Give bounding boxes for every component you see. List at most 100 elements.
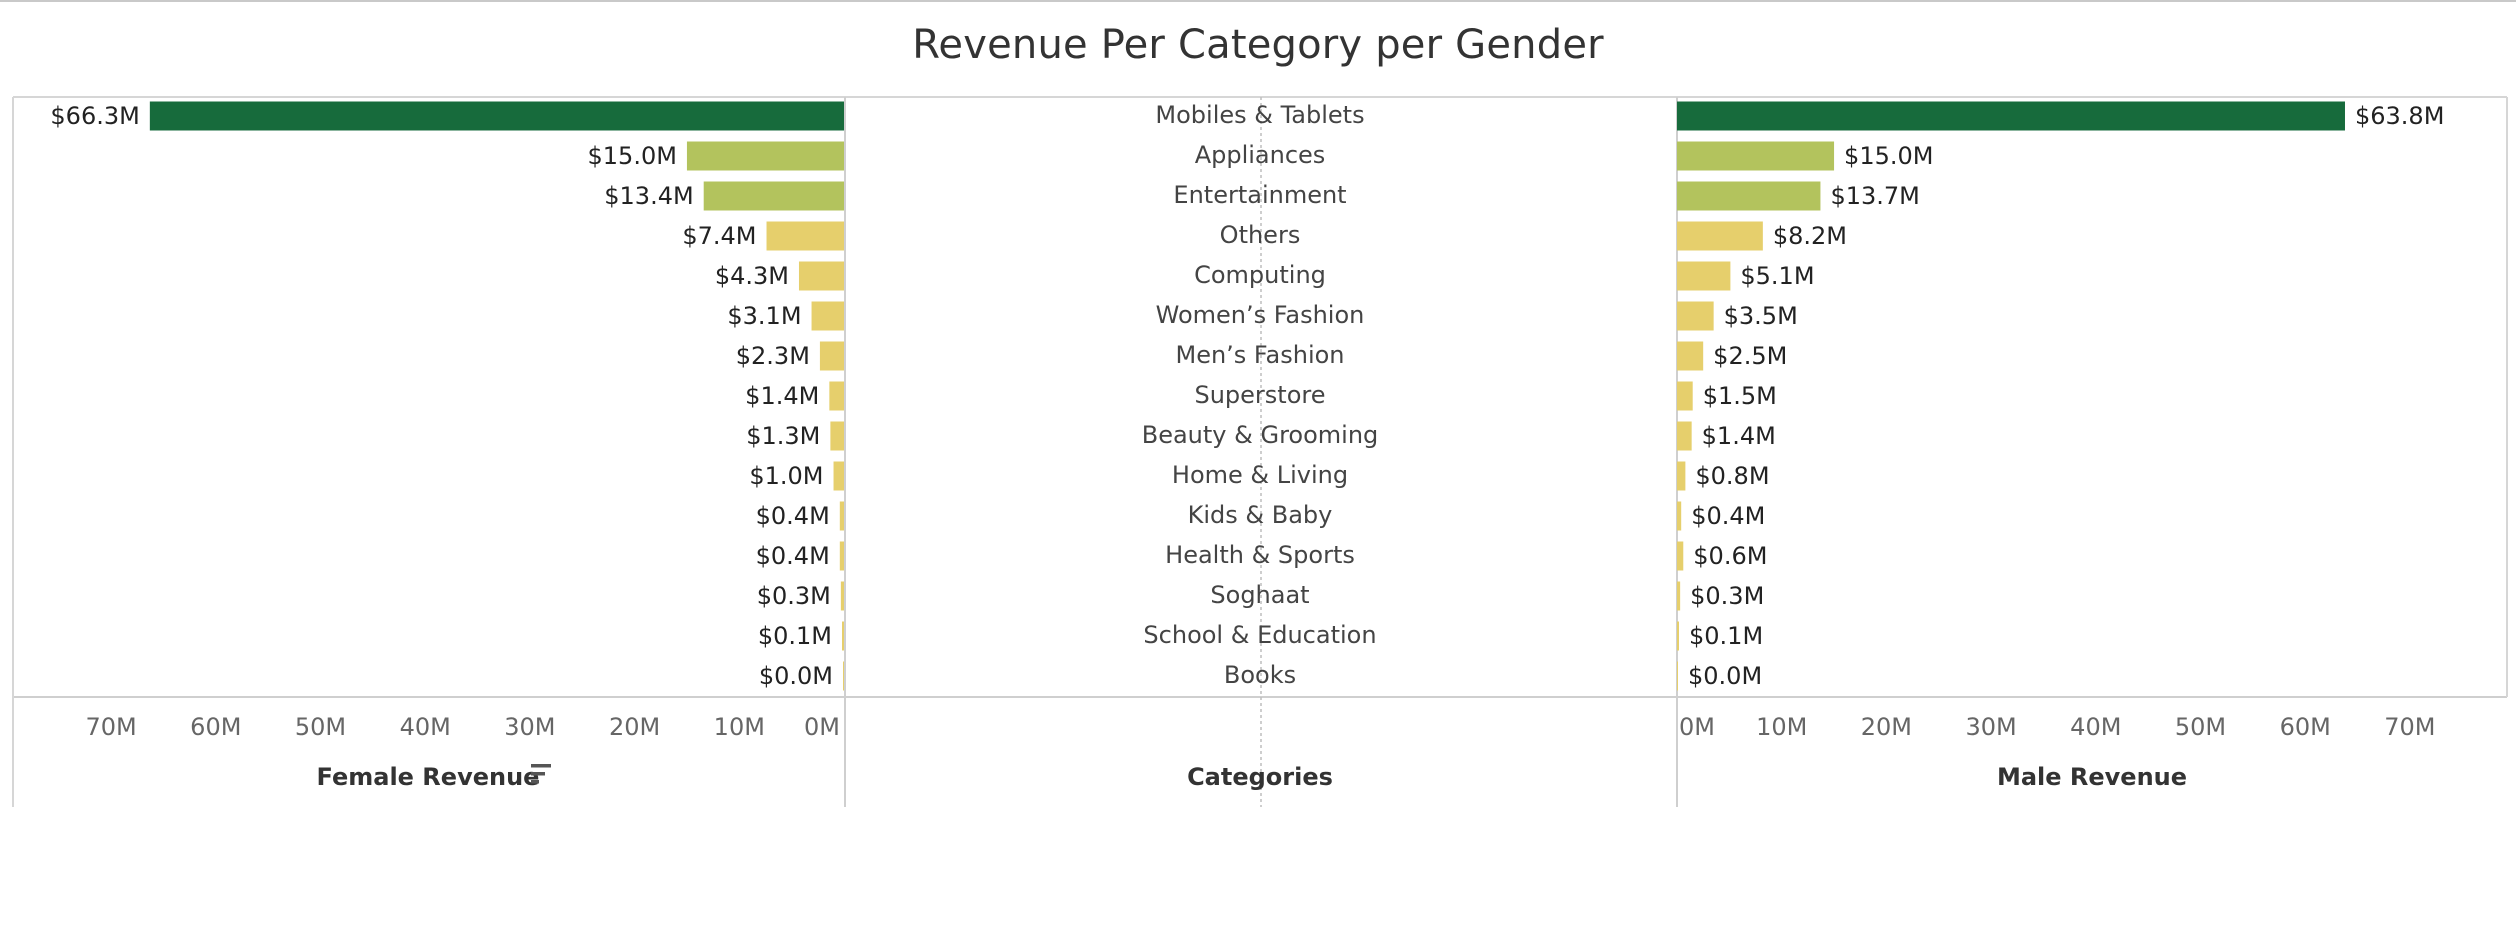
- male-value-label: $0.4M: [1691, 502, 1765, 530]
- category-labels: Mobiles & Tablets Appliances Entertainment…: [1142, 101, 1379, 689]
- male-bar[interactable]: [1677, 541, 1684, 571]
- female-value-label: $0.3M: [757, 582, 831, 610]
- male-value-label: $63.8M: [2355, 102, 2444, 130]
- male-bar[interactable]: [1677, 461, 1686, 491]
- male-tick-label: 70M: [2384, 713, 2435, 741]
- female-value-label: $0.4M: [756, 542, 830, 570]
- categories-axis-title: Categories: [1187, 763, 1333, 791]
- female-bar[interactable]: [829, 381, 844, 411]
- female-bar[interactable]: [766, 221, 844, 251]
- female-tick-label: 30M: [504, 713, 555, 741]
- female-axis-title: Female Revenue: [317, 763, 540, 791]
- female-bar[interactable]: [819, 341, 844, 371]
- female-axis-ticks: 0M 10M 20M 30M 40M 50M 60M 70M: [85, 713, 840, 741]
- female-bar[interactable]: [840, 581, 844, 611]
- male-bar[interactable]: [1677, 621, 1679, 651]
- male-tick-label: 40M: [2070, 713, 2121, 741]
- female-value-label: $3.1M: [727, 302, 801, 330]
- female-tick-label: 60M: [190, 713, 241, 741]
- female-bar[interactable]: [839, 541, 844, 571]
- female-bars: [149, 101, 845, 691]
- male-axis-title: Male Revenue: [1997, 763, 2187, 791]
- female-tick-label: 10M: [714, 713, 765, 741]
- male-bar[interactable]: [1677, 301, 1714, 331]
- male-tick-label: 50M: [2175, 713, 2226, 741]
- panel-frames: [12, 96, 2508, 807]
- male-value-label: $0.3M: [1690, 582, 1764, 610]
- male-bar[interactable]: [1677, 101, 2345, 131]
- female-value-label: $1.0M: [749, 462, 823, 490]
- male-axis-ticks: 0M 10M 20M 30M 40M 50M 60M 70M: [1679, 713, 2436, 741]
- male-bar[interactable]: [1677, 181, 1821, 211]
- female-value-label: $2.3M: [736, 342, 810, 370]
- male-tick-label: 0M: [1679, 713, 1715, 741]
- male-tick-label: 60M: [2280, 713, 2331, 741]
- male-bar[interactable]: [1677, 341, 1704, 371]
- female-value-label: $15.0M: [588, 142, 677, 170]
- male-bar[interactable]: [1677, 581, 1681, 611]
- male-value-label: $0.6M: [1693, 542, 1767, 570]
- female-value-label: $0.1M: [758, 622, 832, 650]
- category-label: Appliances: [1195, 141, 1326, 169]
- female-bar[interactable]: [839, 501, 844, 531]
- female-value-label: $0.0M: [759, 662, 833, 690]
- sort-descending-icon[interactable]: [531, 764, 551, 784]
- category-label: Men’s Fashion: [1175, 341, 1344, 369]
- female-bar[interactable]: [686, 141, 844, 171]
- female-value-label: $4.3M: [715, 262, 789, 290]
- female-bar[interactable]: [833, 461, 844, 491]
- female-bar[interactable]: [842, 621, 844, 651]
- female-tick-label: 20M: [609, 713, 660, 741]
- female-value-label: $66.3M: [50, 102, 139, 130]
- category-label: Superstore: [1194, 381, 1325, 409]
- male-tick-label: 20M: [1861, 713, 1912, 741]
- female-bar[interactable]: [149, 101, 845, 131]
- male-value-label: $0.0M: [1688, 662, 1762, 690]
- category-label: Entertainment: [1173, 181, 1346, 209]
- male-bar[interactable]: [1677, 661, 1678, 691]
- male-value-label: $13.7M: [1830, 182, 1919, 210]
- category-label: Kids & Baby: [1188, 501, 1333, 529]
- category-label: Health & Sports: [1165, 541, 1355, 569]
- male-bar[interactable]: [1677, 141, 1835, 171]
- female-bar[interactable]: [811, 301, 844, 331]
- male-value-label: $15.0M: [1844, 142, 1933, 170]
- category-label: Beauty & Grooming: [1142, 421, 1379, 449]
- male-value-label: $2.5M: [1713, 342, 1787, 370]
- male-bar[interactable]: [1677, 501, 1682, 531]
- male-bars: [1677, 101, 2345, 691]
- male-value-labels: $63.8M $15.0M $13.7M $8.2M $5.1M $3.5M $2.5M $1…: [1688, 102, 2444, 690]
- male-tick-label: 30M: [1965, 713, 2016, 741]
- female-tick-label: 40M: [400, 713, 451, 741]
- female-value-label: $1.4M: [745, 382, 819, 410]
- female-value-label: $7.4M: [682, 222, 756, 250]
- female-value-label: $0.4M: [756, 502, 830, 530]
- male-bar[interactable]: [1677, 221, 1763, 251]
- male-value-label: $5.1M: [1740, 262, 1814, 290]
- female-value-label: $13.4M: [604, 182, 693, 210]
- female-bar[interactable]: [703, 181, 844, 211]
- category-label: Others: [1220, 221, 1301, 249]
- female-tick-label: 50M: [295, 713, 346, 741]
- male-value-label: $1.5M: [1703, 382, 1777, 410]
- category-label: Soghaat: [1210, 581, 1309, 609]
- category-label: School & Education: [1143, 621, 1376, 649]
- category-label: Women’s Fashion: [1156, 301, 1365, 329]
- male-value-label: $8.2M: [1773, 222, 1847, 250]
- male-bar[interactable]: [1677, 381, 1693, 411]
- female-value-label: $1.3M: [746, 422, 820, 450]
- top-rule: [0, 0, 2516, 2]
- female-bar[interactable]: [830, 421, 844, 451]
- category-label: Computing: [1194, 261, 1326, 289]
- female-bar[interactable]: [843, 661, 844, 691]
- chart-title: Revenue Per Category per Gender: [912, 22, 1604, 68]
- male-value-label: $3.5M: [1724, 302, 1798, 330]
- female-tick-label: 70M: [85, 713, 136, 741]
- male-bar[interactable]: [1677, 421, 1692, 451]
- male-tick-label: 10M: [1756, 713, 1807, 741]
- female-value-labels: $66.3M $15.0M $13.4M $7.4M $4.3M $3.1M $2.3M $1…: [50, 102, 833, 690]
- male-bar[interactable]: [1677, 261, 1731, 291]
- male-value-label: $1.4M: [1702, 422, 1776, 450]
- female-bar[interactable]: [798, 261, 844, 291]
